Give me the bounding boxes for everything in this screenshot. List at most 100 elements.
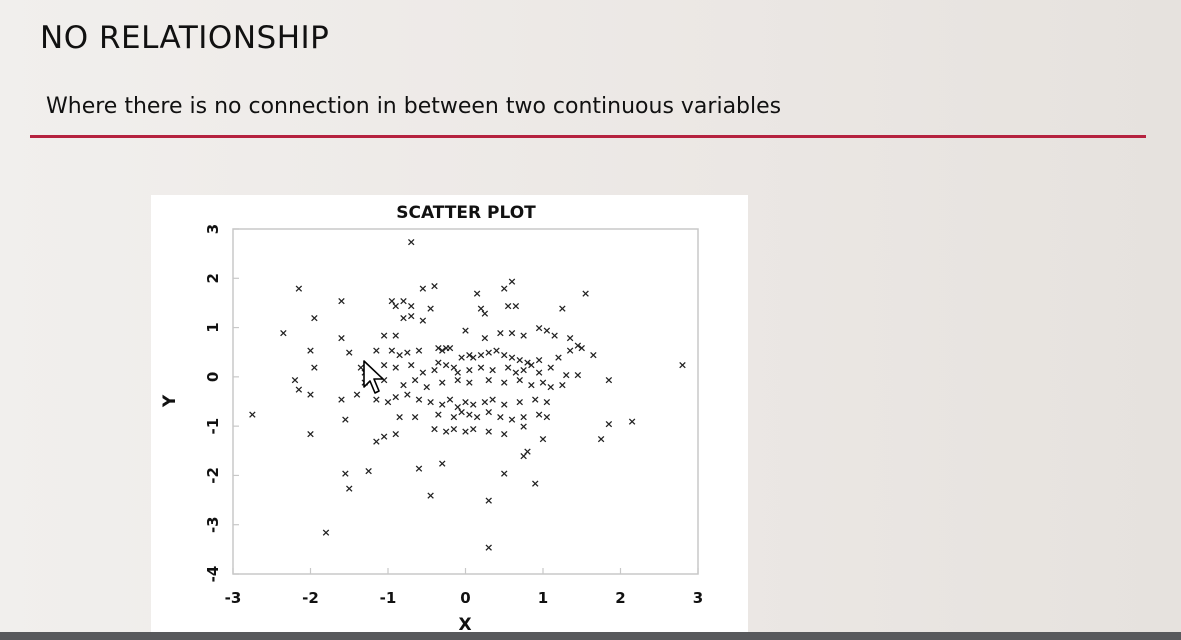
scatter-point: × [453, 400, 462, 413]
scatter-point: × [399, 312, 408, 325]
scatter-point: × [484, 405, 493, 418]
y-tick-label: -4 [204, 566, 222, 583]
scatter-point: × [507, 327, 516, 340]
scatter-point: × [597, 432, 606, 445]
scatter-point: × [496, 410, 505, 423]
scatter-point: × [457, 405, 466, 418]
scatter-point: × [449, 423, 458, 436]
scatter-point: × [457, 351, 466, 364]
scatter-point: × [504, 299, 513, 312]
scatter-point: × [442, 359, 451, 372]
y-tick-label: -1 [204, 418, 222, 435]
scatter-point: × [449, 410, 458, 423]
scatter-point: × [422, 381, 431, 394]
scatter-point: × [484, 346, 493, 359]
scatter-point: × [418, 314, 427, 327]
scatter-point: × [511, 299, 520, 312]
scatter-point: × [310, 312, 319, 325]
scatter-point: × [473, 287, 482, 300]
scatter-point: × [399, 378, 408, 391]
x-tick-label: -2 [302, 589, 319, 607]
scatter-point: × [480, 396, 489, 409]
scatter-point: × [500, 376, 509, 389]
scatter-point: × [337, 331, 346, 344]
scatter-point: × [352, 388, 361, 401]
scatter-point: × [566, 344, 575, 357]
slide-subtitle: Where there is no connection in between … [46, 94, 782, 119]
scatter-point: × [407, 359, 416, 372]
scatter-point: × [418, 282, 427, 295]
scatter-point: × [391, 299, 400, 312]
scatter-point: × [465, 376, 474, 389]
scatter-point: × [527, 359, 536, 372]
scatter-point: × [306, 388, 315, 401]
scatter-point: × [438, 376, 447, 389]
scatter-point: × [554, 351, 563, 364]
mouse-pointer-icon [363, 360, 384, 394]
scatter-point: × [372, 393, 381, 406]
scatter-point: × [383, 396, 392, 409]
scatter-point: × [589, 349, 598, 362]
scatter-point: × [387, 294, 396, 307]
scatter-point: × [469, 423, 478, 436]
scatter-point: × [391, 428, 400, 441]
scatter-point: × [476, 302, 485, 315]
scatter-point: × [628, 415, 637, 428]
scatter-point: × [306, 344, 315, 357]
scatter-point: × [519, 420, 528, 433]
scatter-point: × [434, 356, 443, 369]
scatter-point: × [476, 361, 485, 374]
scatter-plot-card: SCATTER PLOT -3 -2 -1 0 1 2 3 3 2 1 0 -1 -2 -3 -4 × × × ×… [151, 195, 748, 635]
scatter-point: × [345, 346, 354, 359]
scatter-point: × [403, 388, 412, 401]
scatter-point: × [527, 378, 536, 391]
scatter-point: × [562, 368, 571, 381]
scatter-point: × [469, 398, 478, 411]
scatter-point: × [473, 410, 482, 423]
scatter-point: × [511, 366, 520, 379]
scatter-point: × [542, 410, 551, 423]
y-tick-label: 1 [204, 322, 222, 332]
scatter-point: × [500, 282, 509, 295]
scatter-point: × [430, 423, 439, 436]
scatter-point: × [550, 329, 559, 342]
scatter-point: × [535, 322, 544, 335]
scatter-point: × [465, 408, 474, 421]
scatter-point: × [426, 302, 435, 315]
scatter-point: × [519, 363, 528, 376]
scatter-point: × [407, 309, 416, 322]
scatter-point: × [577, 341, 586, 354]
scatter-point: × [500, 349, 509, 362]
scatter-point: × [461, 425, 470, 438]
x-tick-label: -1 [380, 589, 397, 607]
scatter-point: × [418, 366, 427, 379]
scatter-point: × [469, 351, 478, 364]
scatter-point: × [542, 396, 551, 409]
scatter-point: × [531, 477, 540, 490]
scatter-point: × [407, 299, 416, 312]
scatter-point: × [515, 354, 524, 367]
scatter-point: × [519, 329, 528, 342]
scatter-point: × [391, 329, 400, 342]
scatter-point: × [566, 331, 575, 344]
scatter-point: × [496, 327, 505, 340]
scatter-point: × [294, 383, 303, 396]
x-tick-label: 3 [693, 589, 703, 607]
scatter-point: × [391, 391, 400, 404]
scatter-point: × [449, 361, 458, 374]
scatter-point: × [426, 396, 435, 409]
scatter-point: × [372, 344, 381, 357]
chart-title: SCATTER PLOT [396, 203, 536, 223]
scatter-point: × [337, 393, 346, 406]
scatter-point: × [391, 361, 400, 374]
scatter-point: × [387, 344, 396, 357]
scatter-point: × [581, 287, 590, 300]
scatter-point: × [484, 425, 493, 438]
scatter-point: × [442, 341, 451, 354]
scatter-point: × [321, 526, 330, 539]
scatter-point: × [573, 368, 582, 381]
scatter-point: × [438, 398, 447, 411]
scatter-point: × [535, 366, 544, 379]
x-tick-label: -3 [225, 589, 242, 607]
